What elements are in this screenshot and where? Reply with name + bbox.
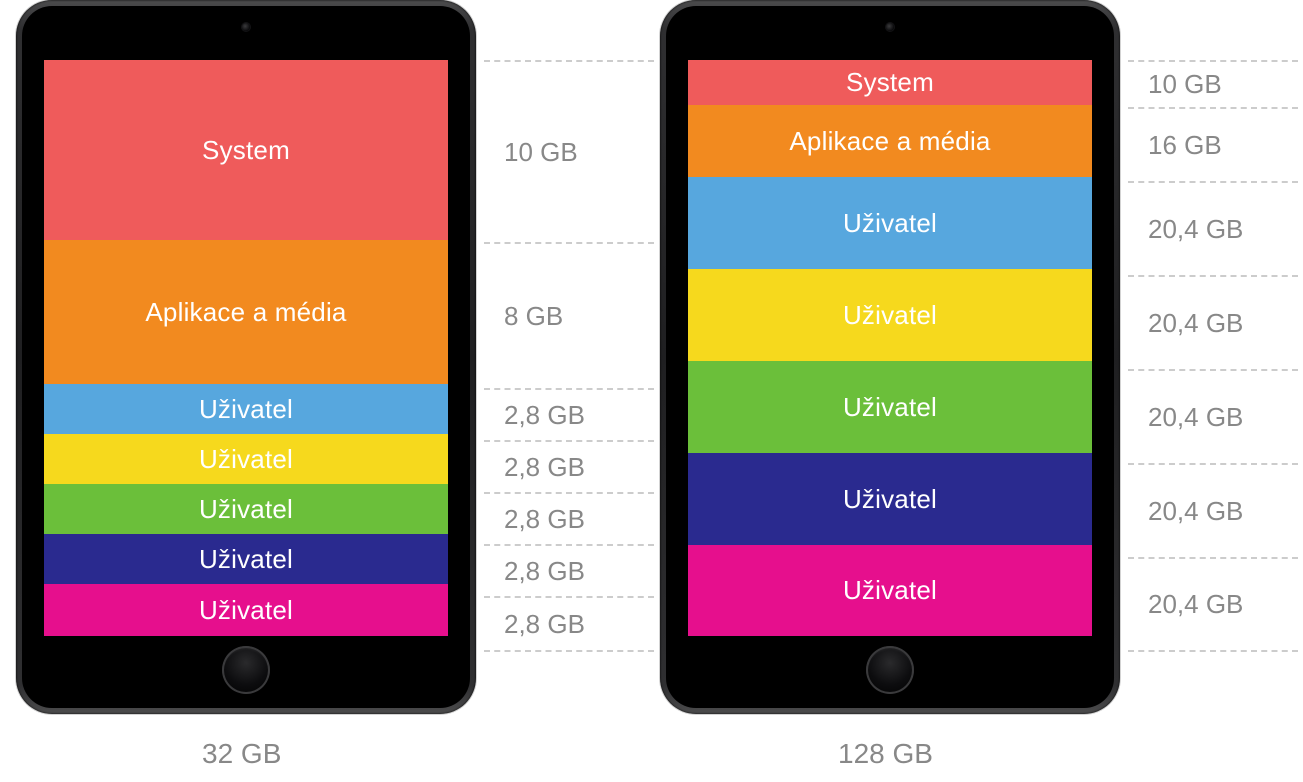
tablet-frame: System Aplikace a média Uživatel Uživatel Už… (660, 0, 1120, 714)
tablet-frame: System Aplikace a média Uživatel Uživatel Už… (16, 0, 476, 714)
segment-label: Uživatel (199, 494, 293, 525)
tablet-screen: System Aplikace a média Uživatel Uživatel Už… (44, 60, 448, 636)
camera-icon (886, 23, 894, 31)
camera-icon (242, 23, 250, 31)
tablet-screen: System Aplikace a média Uživatel Uživatel Už… (688, 60, 1092, 636)
size-label: 10 GB (484, 62, 654, 242)
segment-label: Uživatel (199, 544, 293, 575)
device-capacity-caption: 128 GB (838, 738, 933, 770)
segment-label: Aplikace a média (145, 297, 346, 328)
size-label: 20,4 GB (1128, 371, 1298, 463)
storage-segment-user_b: Uživatel (688, 269, 1092, 361)
size-label: 2,8 GB (484, 598, 654, 650)
storage-segment-user_c: Uživatel (44, 484, 448, 534)
size-label: 2,8 GB (484, 546, 654, 596)
size-label: 20,4 GB (1128, 465, 1298, 557)
size-label: 8 GB (484, 244, 654, 388)
storage-segment-system: System (688, 60, 1092, 105)
size-label-column: 10 GB16 GB20,4 GB20,4 GB20,4 GB20,4 GB20… (1128, 60, 1298, 652)
storage-segment-user_a: Uživatel (688, 177, 1092, 269)
segment-label: System (202, 135, 290, 166)
storage-segment-user_d: Uživatel (688, 453, 1092, 545)
size-label: 2,8 GB (484, 494, 654, 544)
tablet-bezel: System Aplikace a média Uživatel Uživatel Už… (666, 6, 1114, 708)
storage-segment-user_c: Uživatel (688, 361, 1092, 453)
device-ipad-128: System Aplikace a média Uživatel Uživatel Už… (660, 0, 1120, 714)
divider-dash (1128, 650, 1298, 652)
segment-label: Uživatel (843, 575, 937, 606)
size-label: 2,8 GB (484, 442, 654, 492)
segment-label: Aplikace a média (789, 126, 990, 157)
segment-label: Uživatel (199, 444, 293, 475)
size-label: 2,8 GB (484, 390, 654, 440)
size-label: 20,4 GB (1128, 183, 1298, 275)
tablet-bezel: System Aplikace a média Uživatel Uživatel Už… (22, 6, 470, 708)
segment-label: Uživatel (843, 208, 937, 239)
segment-label: Uživatel (843, 392, 937, 423)
storage-comparison-diagram: System Aplikace a média Uživatel Uživatel Už… (0, 0, 1303, 782)
divider-dash (484, 650, 654, 652)
storage-segment-apps: Aplikace a média (688, 105, 1092, 177)
storage-segment-apps: Aplikace a média (44, 240, 448, 384)
segment-label: Uživatel (843, 300, 937, 331)
storage-segment-user_e: Uživatel (688, 545, 1092, 636)
segment-label: Uživatel (199, 394, 293, 425)
size-label: 20,4 GB (1128, 277, 1298, 369)
device-capacity-caption: 32 GB (202, 738, 281, 770)
segment-label: System (846, 67, 934, 98)
size-label: 16 GB (1128, 109, 1298, 181)
storage-segment-user_d: Uživatel (44, 534, 448, 584)
segment-label: Uživatel (843, 484, 937, 515)
size-label: 10 GB (1128, 62, 1298, 107)
storage-segment-user_e: Uživatel (44, 584, 448, 636)
device-ipad-32: System Aplikace a média Uživatel Uživatel Už… (16, 0, 476, 714)
home-button (222, 646, 270, 694)
storage-segment-user_b: Uživatel (44, 434, 448, 484)
size-label-column: 10 GB8 GB2,8 GB2,8 GB2,8 GB2,8 GB2,8 GB (484, 60, 654, 652)
segment-label: Uživatel (199, 595, 293, 626)
home-button (866, 646, 914, 694)
storage-segment-user_a: Uživatel (44, 384, 448, 434)
size-label: 20,4 GB (1128, 559, 1298, 650)
storage-segment-system: System (44, 60, 448, 240)
